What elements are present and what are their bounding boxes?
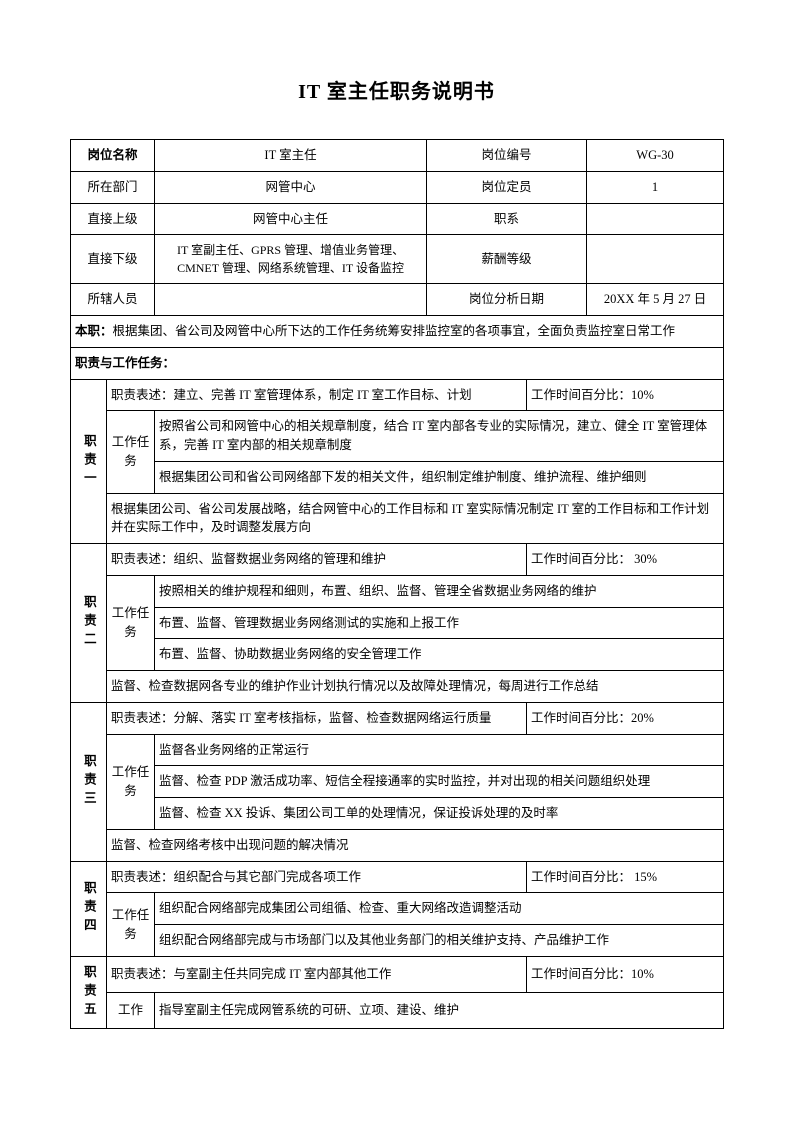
d1-t1: 按照省公司和网管中心的相关规章制度，结合 IT 室内部各专业的实际情况，建立、健… [155, 411, 724, 462]
d3-desc: 职责表述：分解、落实 IT 室考核指标，监督、检查数据网络运行质量 [107, 702, 527, 734]
d1-name: 职责一 [71, 379, 107, 544]
row-mainjob: 本职：根据集团、省公司及网管中心所下达的工作任务统筹安排监控室的各项事宜，全面负… [71, 316, 724, 348]
d5-time: 工作时间百分比：10% [527, 956, 724, 992]
d4-task-label: 工作任务 [107, 893, 155, 957]
value-headcount: 1 [587, 171, 724, 203]
d1-time: 工作时间百分比：10% [527, 379, 724, 411]
label-jobfamily: 职系 [427, 203, 587, 235]
d3-t3: 监督、检查 XX 投诉、集团公司工单的处理情况，保证投诉处理的及时率 [155, 798, 724, 830]
value-paygrade [587, 235, 724, 284]
value-supervisor: 网管中心主任 [155, 203, 427, 235]
mainjob-cell: 本职：根据集团、省公司及网管中心所下达的工作任务统筹安排监控室的各项事宜，全面负… [71, 316, 724, 348]
d3-name: 职责三 [71, 702, 107, 861]
value-position-name: IT 室主任 [155, 140, 427, 172]
job-spec-table: 岗位名称 IT 室主任 岗位编号 WG-30 所在部门 网管中心 岗位定员 1 … [70, 139, 724, 1029]
mainjob-label: 本职： [75, 324, 113, 338]
row-duties-header: 职责与工作任务： [71, 347, 724, 379]
d4-t1: 组织配合网络部完成集团公司组循、检查、重大网络改造调整活动 [155, 893, 724, 925]
d3-t1: 监督各业务网络的正常运行 [155, 734, 724, 766]
label-analysis-date: 岗位分析日期 [427, 284, 587, 316]
d4-desc-row: 职责四 职责表述：组织配合与其它部门完成各项工作 工作时间百分比： 15% [71, 861, 724, 893]
mainjob-text: 根据集团、省公司及网管中心所下达的工作任务统筹安排监控室的各项事宜，全面负责监控… [113, 324, 676, 338]
d2-t1: 按照相关的维护规程和细则，布置、组织、监督、管理全省数据业务网络的维护 [155, 575, 724, 607]
d2-desc: 职责表述：组织、监督数据业务网络的管理和维护 [107, 544, 527, 576]
d2-t4: 监督、检查数据网各专业的维护作业计划执行情况以及故障处理情况，每周进行工作总结 [107, 671, 724, 703]
label-staff: 所辖人员 [71, 284, 155, 316]
label-position-code: 岗位编号 [427, 140, 587, 172]
label-position-name: 岗位名称 [71, 140, 155, 172]
d3-time: 工作时间百分比：20% [527, 702, 724, 734]
row-position-name: 岗位名称 IT 室主任 岗位编号 WG-30 [71, 140, 724, 172]
d3-desc-row: 职责三 职责表述：分解、落实 IT 室考核指标，监督、检查数据网络运行质量 工作… [71, 702, 724, 734]
duties-header: 职责与工作任务： [71, 347, 724, 379]
value-analysis-date: 20XX 年 5 月 27 日 [587, 284, 724, 316]
d3-t4: 监督、检查网络考核中出现问题的解决情况 [107, 829, 724, 861]
d5-t1: 指导室副主任完成网管系统的可研、立项、建设、维护 [155, 993, 724, 1029]
page-title: IT 室主任职务说明书 [70, 75, 723, 104]
d1-desc: 职责表述：建立、完善 IT 室管理体系，制定 IT 室工作目标、计划 [107, 379, 527, 411]
label-subordinate: 直接下级 [71, 235, 155, 284]
value-jobfamily [587, 203, 724, 235]
d5-desc: 职责表述：与室副主任共同完成 IT 室内部其他工作 [107, 956, 527, 992]
value-position-code: WG-30 [587, 140, 724, 172]
d2-name: 职责二 [71, 544, 107, 703]
d5-name: 职责五 [71, 956, 107, 1029]
d4-t2: 组织配合网络部完成与市场部门以及其他业务部门的相关维护支持、产品维护工作 [155, 925, 724, 957]
d1-t2: 根据集团公司和省公司网络部下发的相关文件，组织制定维护制度、维护流程、维护细则 [155, 461, 724, 493]
d4-desc: 职责表述：组织配合与其它部门完成各项工作 [107, 861, 527, 893]
d5-desc-row: 职责五 职责表述：与室副主任共同完成 IT 室内部其他工作 工作时间百分比：10… [71, 956, 724, 992]
d2-task-label: 工作任务 [107, 575, 155, 670]
row-supervisor: 直接上级 网管中心主任 职系 [71, 203, 724, 235]
d4-name: 职责四 [71, 861, 107, 956]
d5-task-label: 工作 [107, 993, 155, 1029]
row-subordinate: 直接下级 IT 室副主任、GPRS 管理、增值业务管理、CMNET 管理、网络系… [71, 235, 724, 284]
d2-time: 工作时间百分比： 30% [527, 544, 724, 576]
row-department: 所在部门 网管中心 岗位定员 1 [71, 171, 724, 203]
label-supervisor: 直接上级 [71, 203, 155, 235]
label-department: 所在部门 [71, 171, 155, 203]
label-headcount: 岗位定员 [427, 171, 587, 203]
d3-task-label: 工作任务 [107, 734, 155, 829]
row-staff: 所辖人员 岗位分析日期 20XX 年 5 月 27 日 [71, 284, 724, 316]
d2-t2: 布置、监督、管理数据业务网络测试的实施和上报工作 [155, 607, 724, 639]
value-department: 网管中心 [155, 171, 427, 203]
value-staff [155, 284, 427, 316]
label-paygrade: 薪酬等级 [427, 235, 587, 284]
d4-time: 工作时间百分比： 15% [527, 861, 724, 893]
value-subordinate: IT 室副主任、GPRS 管理、增值业务管理、CMNET 管理、网络系统管理、I… [155, 235, 427, 284]
d2-desc-row: 职责二 职责表述：组织、监督数据业务网络的管理和维护 工作时间百分比： 30% [71, 544, 724, 576]
d1-t3: 根据集团公司、省公司发展战略，结合网管中心的工作目标和 IT 室实际情况制定 I… [107, 493, 724, 544]
d1-task-label: 工作任务 [107, 411, 155, 493]
d3-t2: 监督、检查 PDP 激活成功率、短信全程接通率的实时监控，并对出现的相关问题组织… [155, 766, 724, 798]
d1-desc-row: 职责一 职责表述：建立、完善 IT 室管理体系，制定 IT 室工作目标、计划 工… [71, 379, 724, 411]
d2-t3: 布置、监督、协助数据业务网络的安全管理工作 [155, 639, 724, 671]
